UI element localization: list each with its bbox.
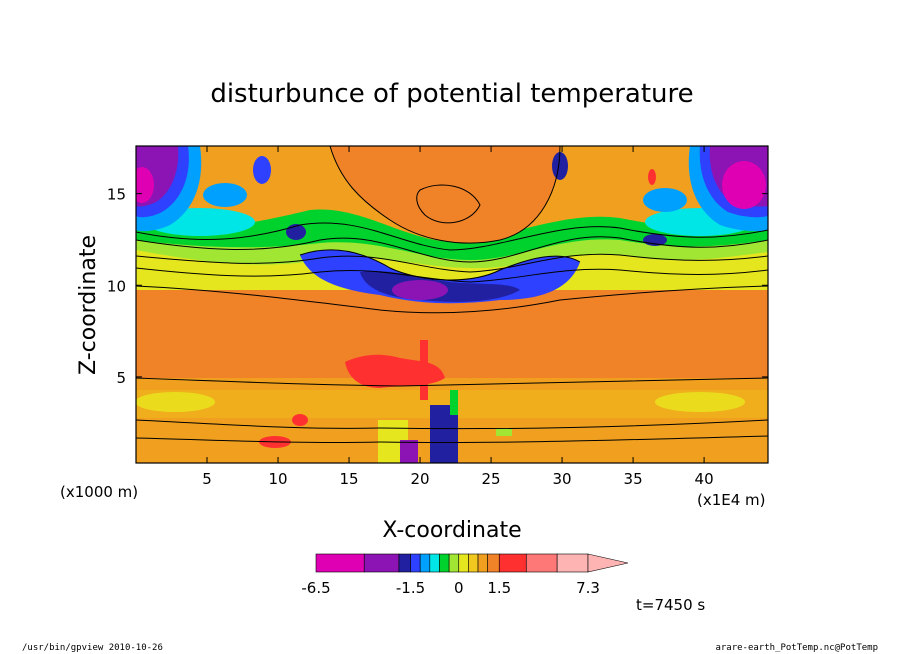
colorbar-swatch bbox=[468, 553, 479, 573]
x-unit-right: (x1E4 m) bbox=[697, 491, 766, 509]
cell-red-3 bbox=[292, 414, 308, 426]
plot-frame bbox=[135, 145, 769, 464]
y-axis-label: Z-coordinate bbox=[76, 235, 101, 375]
colorbar-swatch bbox=[448, 553, 460, 573]
colorbar-tick-label: 7.3 bbox=[576, 579, 600, 597]
cell-blue-1 bbox=[253, 156, 271, 184]
x-axis-label: X-coordinate bbox=[382, 518, 521, 543]
cell-blue-2 bbox=[552, 152, 568, 180]
plume-purple bbox=[400, 440, 418, 463]
colorbar-swatch bbox=[458, 553, 469, 573]
colorbar-tick-label: 0 bbox=[454, 579, 464, 597]
colorbar-swatch bbox=[315, 553, 365, 573]
cell-red-1 bbox=[648, 169, 656, 185]
chart-title: disturbunce of potential temperature bbox=[210, 79, 693, 109]
colorbar-tick-label: -6.5 bbox=[301, 579, 330, 597]
y-tick-label: 10 bbox=[107, 277, 126, 295]
plume-edge bbox=[496, 428, 512, 436]
y-axis: 5 10 15 bbox=[107, 186, 768, 387]
colorbar: -6.5 -1.5 0 1.5 7.3 bbox=[301, 553, 629, 597]
colorbar-arrow bbox=[587, 553, 629, 573]
colorbar-swatch bbox=[477, 553, 488, 573]
time-label: t=7450 s bbox=[636, 596, 705, 614]
x-tick-label: 5 bbox=[202, 470, 212, 488]
colorbar-swatch bbox=[487, 553, 500, 573]
cyan-upper-left bbox=[203, 183, 247, 207]
colorbar-swatch bbox=[398, 553, 411, 573]
colorbar-swatch bbox=[419, 553, 431, 573]
x-tick-label: 40 bbox=[695, 470, 714, 488]
footer-right: arare-earth_PotTemp.nc@PotTemp bbox=[715, 643, 878, 653]
colorbar-tick-label: 1.5 bbox=[487, 579, 511, 597]
cap-orange bbox=[330, 146, 560, 244]
x-tick-label: 35 bbox=[624, 470, 643, 488]
colorbar-swatch bbox=[525, 553, 558, 573]
x-tick-label: 15 bbox=[339, 470, 358, 488]
x-unit-left: (x1000 m) bbox=[60, 483, 138, 501]
lens-right bbox=[655, 392, 745, 412]
contour-lines bbox=[136, 146, 768, 444]
colorbar-swatch bbox=[363, 553, 400, 573]
x-tick-label: 10 bbox=[268, 470, 287, 488]
corner-right-core bbox=[722, 161, 766, 209]
colorbar-tick-label: -1.5 bbox=[396, 579, 425, 597]
y-tick-label: 5 bbox=[116, 369, 126, 387]
lens-left bbox=[136, 392, 215, 412]
footer-left: /usr/bin/gpview 2010-10-26 bbox=[22, 643, 163, 653]
x-tick-label: 30 bbox=[553, 470, 572, 488]
y-tick-label: 15 bbox=[107, 186, 126, 204]
corner-left-core bbox=[136, 167, 154, 203]
colorbar-swatch bbox=[556, 553, 589, 573]
band-green bbox=[136, 209, 768, 260]
x-tick-label: 25 bbox=[482, 470, 501, 488]
x-axis: 5 10 15 20 25 30 35 40 bbox=[202, 146, 714, 488]
x-tick-label: 20 bbox=[410, 470, 429, 488]
cyan-upper-right bbox=[643, 188, 687, 212]
colorbar-swatch bbox=[410, 553, 421, 573]
plume-green bbox=[450, 390, 458, 415]
colorbar-swatch bbox=[439, 553, 450, 573]
plot-area bbox=[136, 146, 768, 463]
colorbar-swatch bbox=[429, 553, 440, 573]
colorbar-swatch bbox=[498, 553, 527, 573]
plume-stem bbox=[420, 340, 428, 400]
trough-core bbox=[392, 280, 448, 300]
